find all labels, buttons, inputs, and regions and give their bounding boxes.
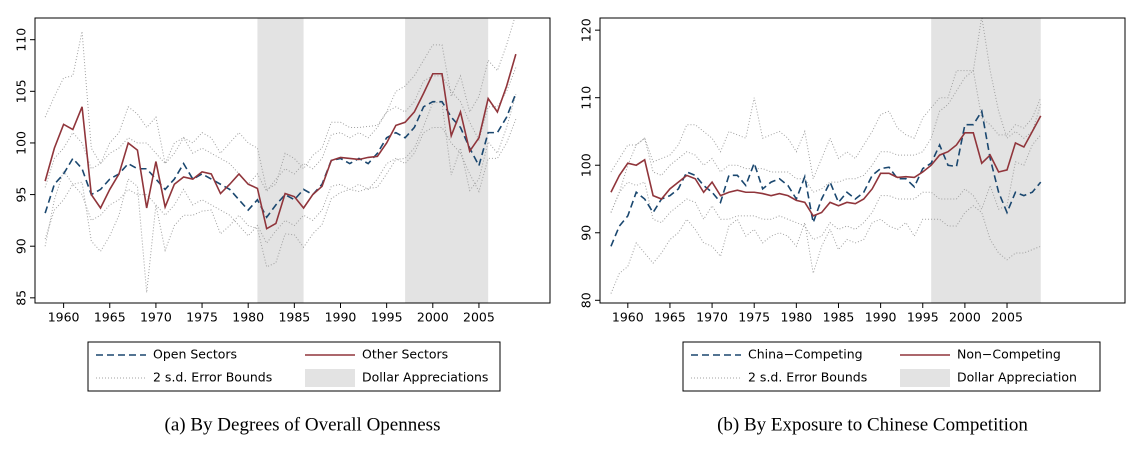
x-tick-label: 1965 [654,310,686,325]
x-tick-label: 2005 [991,310,1023,325]
y-tick-label: 90 [14,238,29,254]
y-tick-label: 120 [579,18,594,42]
error-bound-line [44,67,517,193]
x-tick-label: 1995 [907,310,939,325]
y-tick-label: 110 [14,28,29,52]
plot-area [610,18,1042,303]
x-tick-label: 2000 [949,310,981,325]
x-tick-label: 1970 [696,310,728,325]
y-tick-label: 105 [14,79,29,103]
legend-label: Other Sectors [362,347,448,362]
x-tick-label: 1970 [140,310,172,325]
x-tick-label: 1980 [780,310,812,325]
y-tick-label: 80 [579,292,594,308]
shaded-period [405,18,489,303]
legend-label: Dollar Appreciations [362,370,488,385]
x-tick-label: 1990 [325,310,357,325]
x-tick-label: 1975 [186,310,218,325]
x-tick-label: 1965 [94,310,126,325]
legend-label: China−Competing [748,347,863,362]
caption: (a) By Degrees of Overall Openness [165,414,441,435]
legend-label: Non−Competing [957,347,1061,362]
legend-label: Open Sectors [153,347,237,362]
plot-frame [599,17,1126,304]
x-tick-label: 1985 [823,310,855,325]
error-bound-line [610,205,1041,294]
series-line [610,115,1042,217]
caption: (b) By Exposure to Chinese Competition [717,414,1028,435]
x-tick-label: 2005 [463,310,495,325]
series-line [44,93,517,219]
y-tick-label: 95 [14,187,29,203]
x-tick-label: 1975 [738,310,770,325]
legend-box [87,341,501,392]
shaded-period [931,18,1041,303]
shaded-period [257,18,304,303]
y-tick-label: 100 [14,131,29,155]
legend-box [682,341,1101,392]
series-line [44,53,517,230]
x-tick-label: 1995 [371,310,403,325]
series-line [610,109,1042,247]
y-tick-label: 90 [579,225,594,241]
error-bound-line [610,69,1042,193]
y-tick-label: 100 [579,153,594,177]
x-tick-label: 1960 [612,310,644,325]
x-tick-label: 1980 [232,310,264,325]
error-bound-line [610,18,1042,213]
plot-area [44,18,517,303]
x-tick-label: 1985 [278,310,310,325]
legend-swatch [900,369,950,387]
legend-swatch [305,369,355,387]
error-bound-line [610,134,1042,241]
y-tick-label: 85 [14,290,29,306]
error-bound-line [44,119,517,245]
legend-label: 2 s.d. Error Bounds [748,370,867,385]
legend-label: Dollar Appreciation [957,370,1077,385]
x-tick-label: 1990 [865,310,897,325]
plot-frame [34,17,551,304]
legend-label: 2 s.d. Error Bounds [153,370,272,385]
x-tick-label: 2000 [417,310,449,325]
y-tick-label: 110 [579,86,594,110]
x-tick-label: 1960 [48,310,80,325]
